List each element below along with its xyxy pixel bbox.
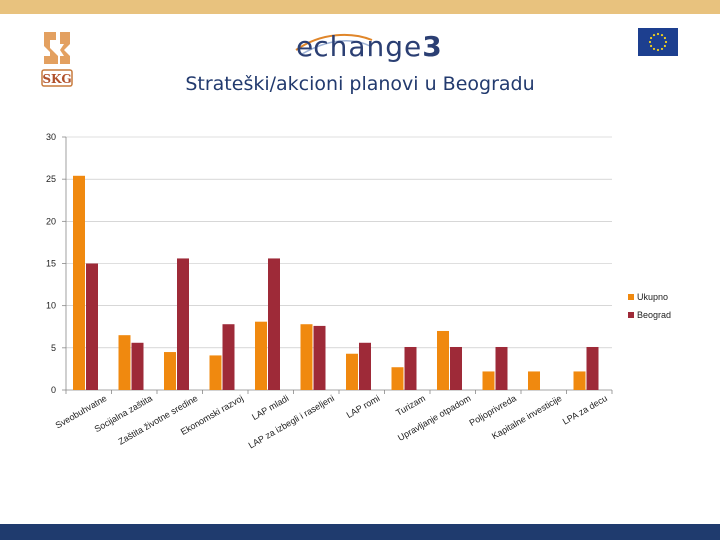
bar-ukupno xyxy=(391,367,404,390)
x-tick-label: Zaštita životne sredine xyxy=(117,393,200,447)
eu-star-icon xyxy=(656,48,660,52)
y-tick-label: 15 xyxy=(46,259,56,269)
x-tick-label: LAP za izbegli i raseljeni xyxy=(247,393,336,450)
eu-star-icon xyxy=(660,47,664,51)
page-title: Strateški/akcioni planovi u Beogradu xyxy=(185,73,535,95)
eu-star-icon xyxy=(652,47,656,51)
legend-swatch-beograd xyxy=(628,312,634,318)
top-accent-bar xyxy=(0,0,720,14)
eu-star-icon xyxy=(652,33,656,37)
bar-ukupno xyxy=(528,371,540,390)
eu-star-icon xyxy=(649,44,653,48)
bar-ukupno xyxy=(255,321,267,390)
eu-star-icon xyxy=(649,36,653,40)
bar-ukupno xyxy=(573,371,586,390)
brand-wordmark: echange3 xyxy=(296,30,442,63)
eu-star-icon xyxy=(648,40,652,44)
bar-ukupno xyxy=(209,355,222,390)
x-tick-label: LAP romi xyxy=(345,393,382,420)
y-tick-label: 30 xyxy=(46,132,56,142)
bar-beograd xyxy=(450,346,462,390)
bar-ukupno xyxy=(300,324,313,390)
exchange3-logo: echange3 xyxy=(282,28,452,64)
bar-beograd xyxy=(177,258,189,390)
bar-beograd xyxy=(222,324,235,390)
bar-ukupno xyxy=(437,330,449,390)
svg-text:SKG: SKG xyxy=(42,72,71,86)
bar-beograd xyxy=(268,258,280,390)
eu-star-icon xyxy=(663,36,667,40)
sked-logo-icon: SKG xyxy=(41,32,73,87)
legend-label-ukupno: Ukupno xyxy=(637,292,669,302)
eu-flag-icon xyxy=(638,28,678,56)
bar-ukupno xyxy=(346,353,358,390)
bar-beograd xyxy=(495,346,508,390)
bar-ukupno xyxy=(164,352,176,390)
x-tick-label: Turizam xyxy=(394,393,427,418)
bar-ukupno xyxy=(73,175,85,390)
eu-star-icon xyxy=(664,40,668,44)
legend-item-beograd: Beograd xyxy=(628,306,671,324)
legend-swatch-ukupno xyxy=(628,294,634,300)
y-tick-label: 0 xyxy=(51,385,56,395)
brand-swoosh-icon xyxy=(295,33,373,55)
y-tick-label: 5 xyxy=(51,343,56,353)
eu-star-icon xyxy=(656,32,660,36)
chart-legend: Ukupno Beograd xyxy=(628,288,671,324)
eu-star-icon xyxy=(663,44,667,48)
bar-beograd xyxy=(131,342,144,390)
legend-label-beograd: Beograd xyxy=(637,310,672,320)
bar-ukupno xyxy=(482,371,495,390)
bar-ukupno xyxy=(118,335,131,390)
y-tick-label: 25 xyxy=(46,174,56,184)
legend-item-ukupno: Ukupno xyxy=(628,288,671,306)
bar-beograd xyxy=(313,325,326,390)
brand-number: 3 xyxy=(422,30,442,63)
brand-prefix: e xyxy=(296,30,314,63)
brand-word: change xyxy=(313,30,423,63)
eu-star-icon xyxy=(660,33,664,37)
x-tick-label: LPA za decu xyxy=(561,393,609,427)
bar-beograd xyxy=(404,346,417,390)
x-tick-label: LAP mladi xyxy=(250,393,290,422)
bottom-accent-bar xyxy=(0,524,720,540)
y-tick-label: 20 xyxy=(46,216,56,226)
bar-beograd xyxy=(86,263,98,390)
bar-beograd xyxy=(359,342,371,390)
bar-beograd xyxy=(586,346,599,390)
y-tick-label: 10 xyxy=(46,301,56,311)
